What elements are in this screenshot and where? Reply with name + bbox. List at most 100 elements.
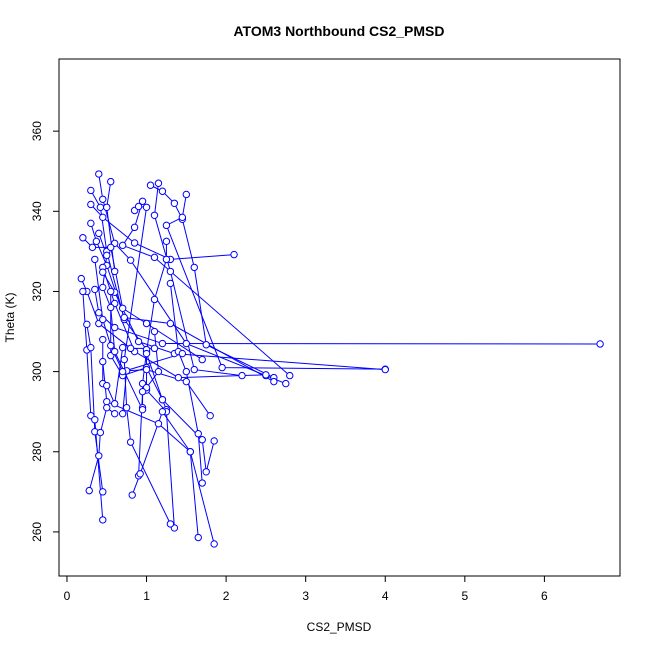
- x-tick-label: 6: [541, 589, 548, 603]
- data-point: [107, 341, 115, 350]
- data-point: [83, 320, 91, 329]
- data-point: [130, 239, 139, 247]
- y-tick-label: 320: [30, 281, 44, 301]
- data-point: [238, 371, 246, 380]
- data-point: [91, 285, 99, 294]
- data-point: [170, 199, 179, 207]
- data-point: [134, 337, 143, 346]
- data-point: [198, 479, 206, 487]
- data-point: [154, 367, 163, 376]
- data-point: [202, 468, 210, 476]
- data-point: [99, 283, 107, 292]
- data-point: [95, 170, 103, 178]
- data-point: [182, 377, 191, 386]
- data-point: [182, 339, 191, 348]
- data-point: [91, 255, 99, 264]
- data-point: [230, 250, 238, 259]
- series-points: [77, 170, 604, 548]
- x-tick-label: 1: [143, 589, 150, 603]
- data-point: [286, 371, 294, 380]
- data-point: [111, 399, 119, 408]
- data-point: [103, 397, 111, 406]
- y-tick-label: 360: [30, 121, 44, 141]
- data-point: [178, 213, 187, 222]
- x-tick-label: 4: [382, 589, 389, 603]
- data-point: [87, 219, 95, 228]
- data-point: [210, 437, 218, 445]
- data-point: [282, 379, 290, 388]
- data-point: [270, 377, 278, 386]
- series-line-16: [86, 324, 104, 492]
- data-point: [190, 365, 198, 374]
- y-axis-label: Theta (K): [3, 292, 17, 342]
- data-point: [162, 221, 171, 230]
- data-point: [107, 177, 115, 186]
- y-tick-label: 300: [30, 361, 44, 381]
- data-point: [95, 452, 103, 460]
- y-tick-label: 260: [30, 522, 44, 542]
- data-point: [122, 403, 131, 412]
- x-tick-label: 5: [461, 589, 468, 603]
- data-point: [88, 243, 97, 252]
- data-point: [87, 200, 95, 209]
- data-point: [95, 229, 103, 238]
- data-point: [182, 190, 191, 199]
- data-point: [138, 405, 147, 414]
- data-point: [162, 255, 171, 264]
- data-point: [166, 319, 175, 328]
- data-point: [111, 323, 119, 332]
- data-point: [206, 411, 214, 420]
- data-point: [158, 407, 167, 416]
- data-point: [186, 448, 194, 456]
- data-point: [107, 303, 115, 312]
- data-point: [99, 213, 107, 222]
- data-point: [99, 516, 107, 524]
- data-point: [150, 295, 159, 304]
- data-point: [218, 363, 226, 372]
- data-point: [190, 263, 198, 272]
- data-point: [99, 315, 107, 324]
- data-point: [126, 344, 135, 353]
- data-point: [150, 253, 159, 262]
- data-point: [130, 223, 139, 232]
- data-point: [99, 335, 107, 344]
- data-point: [118, 367, 127, 376]
- data-point: [142, 365, 151, 374]
- data-point: [138, 197, 147, 205]
- data-point: [96, 428, 105, 437]
- data-point: [99, 195, 107, 203]
- data-point: [150, 344, 159, 353]
- data-point: [174, 373, 183, 382]
- data-point: [118, 304, 127, 312]
- data-point: [111, 267, 119, 276]
- y-tick-label: 280: [30, 441, 44, 461]
- data-point: [150, 327, 159, 336]
- data-point: [126, 438, 135, 446]
- y-tick-label: 340: [30, 201, 44, 221]
- data-point: [178, 349, 187, 358]
- data-point: [194, 533, 202, 542]
- x-tick-label: 0: [64, 589, 71, 603]
- data-point: [85, 486, 93, 495]
- data-point: [103, 403, 111, 412]
- data-point: [96, 203, 105, 211]
- data-point: [202, 341, 210, 349]
- data-point: [210, 540, 218, 548]
- data-point: [107, 287, 115, 296]
- data-point: [198, 355, 206, 364]
- data-point: [162, 237, 171, 246]
- data-point: [138, 387, 147, 396]
- data-point: [91, 415, 99, 424]
- data-point: [142, 349, 151, 358]
- data-point: [120, 313, 128, 322]
- data-point: [596, 340, 604, 348]
- data-point: [95, 308, 103, 317]
- data-point: [79, 234, 87, 242]
- data-point: [128, 491, 136, 499]
- data-point: [99, 488, 107, 496]
- data-point: [182, 367, 191, 376]
- data-point: [87, 343, 95, 352]
- data-point: [154, 179, 163, 187]
- data-point: [79, 287, 87, 296]
